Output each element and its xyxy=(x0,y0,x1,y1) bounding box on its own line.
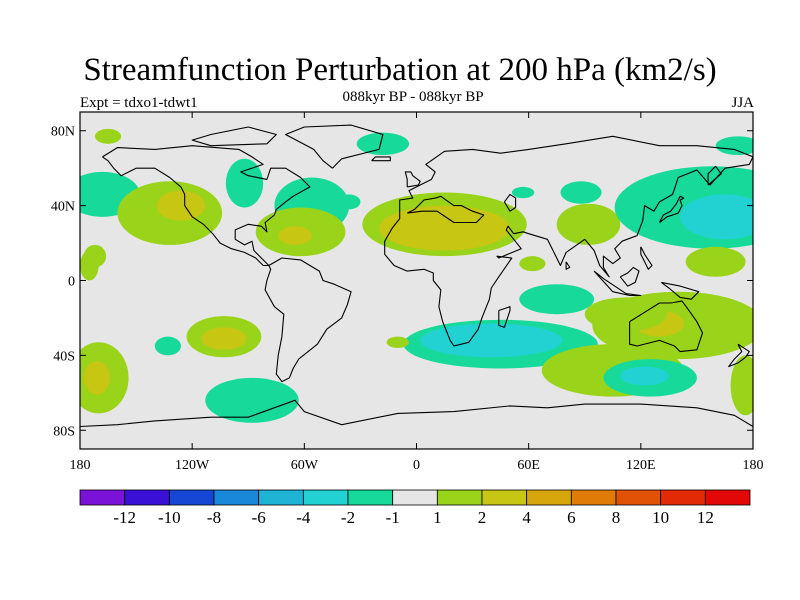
colorbar-label: 2 xyxy=(478,508,487,527)
chart-subtitle: 088kyr BP - 088kyr BP xyxy=(342,89,484,105)
coastline-indonesia xyxy=(593,270,642,297)
field-region-1 xyxy=(584,297,668,332)
field-region-2 xyxy=(156,190,206,221)
y-tick-label: 40N xyxy=(51,200,75,215)
coastline-south-america xyxy=(264,257,352,383)
x-tick-label: 180 xyxy=(743,458,764,473)
colorbar-swatch xyxy=(704,489,751,506)
field-region-1 xyxy=(94,128,122,144)
x-tick-label: 120E xyxy=(626,458,656,473)
field-region--4 xyxy=(620,366,669,386)
x-tick-label: 180 xyxy=(70,458,91,473)
colorbar-label: -6 xyxy=(252,508,266,527)
colorbar-swatch xyxy=(436,489,483,506)
colorbar-label: -12 xyxy=(113,508,136,527)
coastlines xyxy=(80,124,753,428)
colorbar: -12 -10 -8 -6 -4 -2 -1 1 2 4 6 8 10 12 xyxy=(79,489,751,527)
field-region--2 xyxy=(511,186,535,199)
field-region--2 xyxy=(154,336,181,356)
colorbar-swatch xyxy=(168,489,215,506)
colorbar-swatch xyxy=(660,489,706,506)
field-region--2 xyxy=(337,194,361,210)
colorbar-swatch xyxy=(526,489,572,506)
y-tick-label: 80N xyxy=(51,125,75,140)
colorbar-label: 8 xyxy=(612,508,621,527)
coastline-new-zealand xyxy=(728,343,750,368)
colorbar-label: 12 xyxy=(697,508,714,527)
coastline-borneo xyxy=(619,266,640,287)
coastline-madagascar xyxy=(498,306,511,328)
season-label: JJA xyxy=(731,95,754,111)
coastline-antarctica xyxy=(80,399,753,428)
colorbar-swatch xyxy=(258,489,304,506)
colorbar-label: -8 xyxy=(207,508,221,527)
field-region--2 xyxy=(715,136,753,156)
field-region-1 xyxy=(730,355,753,416)
field-region-2 xyxy=(386,216,447,247)
coastline-north-america xyxy=(102,145,311,267)
field-region--2 xyxy=(225,158,264,208)
field-region-1 xyxy=(519,256,546,272)
colorbar-label: 6 xyxy=(567,508,576,527)
x-tick-label: 60W xyxy=(291,458,319,473)
coastline-philippines xyxy=(640,246,653,270)
field-region-1 xyxy=(685,246,746,277)
colorbar-swatch xyxy=(347,489,394,506)
field-region-1 xyxy=(556,203,621,245)
field-region--2 xyxy=(519,284,595,315)
coastline-uk xyxy=(404,171,421,188)
coastline-mediterranean xyxy=(406,195,485,224)
coastline-greenland xyxy=(285,124,384,169)
coastline-new-guinea xyxy=(661,281,700,300)
y-tick-label: 40S xyxy=(53,349,75,364)
y-tick-label: 80S xyxy=(53,424,75,439)
field-region--2 xyxy=(205,377,299,423)
colorbar-swatch xyxy=(302,489,349,506)
field-region--2 xyxy=(560,181,602,204)
streamfunction-field xyxy=(80,128,753,423)
colorbar-label: -4 xyxy=(296,508,311,527)
coastline-iceland xyxy=(371,156,391,162)
colorbar-label: 1 xyxy=(433,508,442,527)
colorbar-label: 10 xyxy=(652,508,669,527)
colorbar-swatch xyxy=(392,489,438,506)
coastline-caspian xyxy=(503,193,517,212)
colorbar-swatch xyxy=(570,489,617,506)
colorbar-label: 4 xyxy=(522,508,531,527)
colorbar-label: -10 xyxy=(158,508,181,527)
field-region-2 xyxy=(278,226,312,245)
colorbar-swatch xyxy=(79,489,126,506)
field-region-2 xyxy=(83,361,110,395)
coastline-kamchatka xyxy=(707,165,722,186)
field-region-1 xyxy=(386,336,410,348)
colorbar-label: -1 xyxy=(386,508,400,527)
coastline-japan xyxy=(659,195,685,223)
map-background xyxy=(80,112,753,449)
colorbar-label: -2 xyxy=(341,508,355,527)
coastline-eurasia-africa xyxy=(384,135,753,347)
colorbar-swatch xyxy=(213,489,260,506)
field-region-2 xyxy=(201,327,247,350)
y-tick-label: 0 xyxy=(68,275,75,290)
map-axes: 80N 40N 0 40S 80S 180 120W 60W 0 60E 120E 180 xyxy=(51,112,764,473)
colorbar-swatch xyxy=(124,489,170,506)
field-region-1 xyxy=(80,250,99,281)
colorbar-swatch xyxy=(481,489,528,506)
field-region--2 xyxy=(356,132,410,156)
coastline-australia xyxy=(629,300,704,353)
field-region--4 xyxy=(680,194,753,240)
experiment-label: Expt = tdxo1-tdwt1 xyxy=(80,95,198,111)
x-tick-label: 120W xyxy=(175,458,210,473)
chart-title: Streamfunction Perturbation at 200 hPa (… xyxy=(83,52,717,88)
coastline-canada-islands xyxy=(191,126,277,147)
field-region--4 xyxy=(420,323,563,358)
colorbar-swatch xyxy=(615,489,662,506)
x-tick-label: 0 xyxy=(413,458,420,473)
coastline-sri-lanka xyxy=(565,261,571,270)
x-tick-label: 60E xyxy=(517,458,540,473)
